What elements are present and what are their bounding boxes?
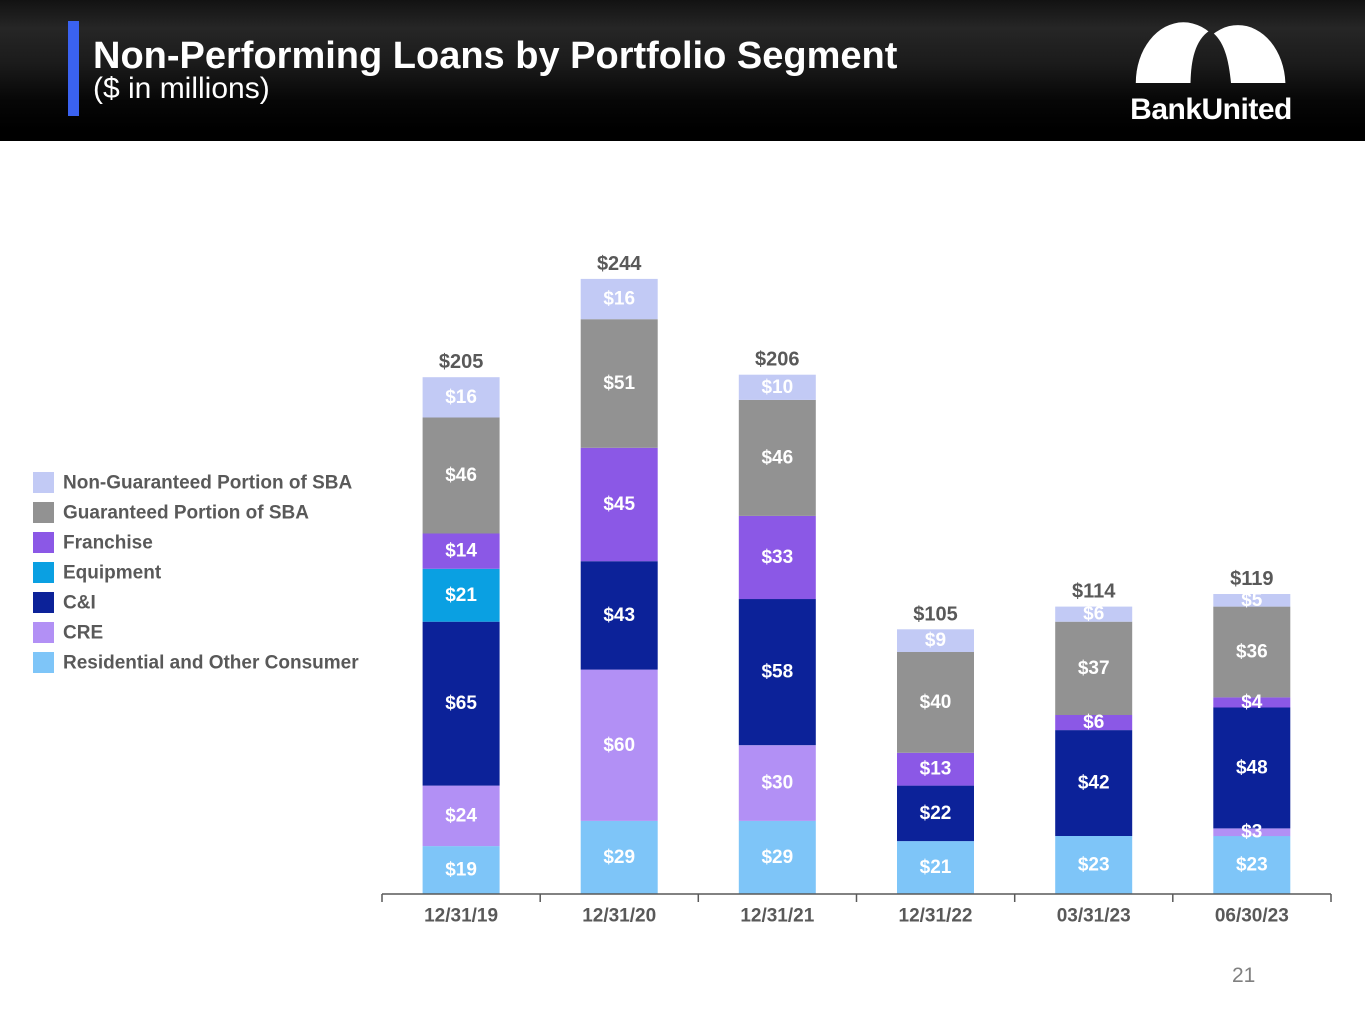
svg-text:Non-Guaranteed Portion of SBA: Non-Guaranteed Portion of SBA bbox=[63, 473, 353, 494]
svg-text:03/31/23: 03/31/23 bbox=[1057, 906, 1131, 927]
svg-text:$30: $30 bbox=[761, 773, 793, 794]
svg-text:$51: $51 bbox=[603, 373, 635, 394]
svg-text:$13: $13 bbox=[920, 759, 952, 780]
svg-text:$60: $60 bbox=[603, 735, 635, 756]
svg-text:$5: $5 bbox=[1241, 590, 1263, 611]
svg-text:$45: $45 bbox=[603, 494, 635, 515]
svg-text:CRE: CRE bbox=[63, 623, 103, 644]
svg-text:Franchise: Franchise bbox=[63, 533, 153, 554]
svg-text:$48: $48 bbox=[1236, 758, 1268, 779]
svg-text:$14: $14 bbox=[445, 541, 477, 562]
svg-text:$244: $244 bbox=[597, 253, 642, 275]
svg-text:Guaranteed Portion of SBA: Guaranteed Portion of SBA bbox=[63, 503, 309, 524]
svg-text:12/31/21: 12/31/21 bbox=[740, 906, 814, 927]
svg-text:C&I: C&I bbox=[63, 593, 96, 614]
svg-text:$23: $23 bbox=[1078, 855, 1110, 876]
svg-text:$22: $22 bbox=[920, 803, 952, 824]
svg-text:$23: $23 bbox=[1236, 855, 1268, 876]
svg-text:12/31/19: 12/31/19 bbox=[424, 906, 498, 927]
svg-text:$33: $33 bbox=[761, 547, 793, 568]
svg-text:$46: $46 bbox=[445, 465, 477, 486]
svg-text:12/31/20: 12/31/20 bbox=[582, 906, 656, 927]
svg-text:$10: $10 bbox=[761, 377, 793, 398]
svg-text:$29: $29 bbox=[761, 847, 793, 868]
svg-text:$205: $205 bbox=[439, 351, 484, 373]
svg-text:$58: $58 bbox=[761, 662, 793, 683]
svg-text:Residential and Other Consumer: Residential and Other Consumer bbox=[63, 653, 359, 674]
svg-text:06/30/23: 06/30/23 bbox=[1215, 906, 1289, 927]
svg-text:$24: $24 bbox=[445, 805, 477, 826]
svg-text:BankUnited: BankUnited bbox=[1131, 93, 1291, 126]
svg-text:$65: $65 bbox=[445, 693, 477, 714]
svg-text:$4: $4 bbox=[1241, 692, 1263, 713]
svg-text:$21: $21 bbox=[920, 857, 952, 878]
svg-text:$114: $114 bbox=[1072, 581, 1116, 603]
svg-text:$119: $119 bbox=[1230, 568, 1273, 590]
svg-text:$6: $6 bbox=[1083, 712, 1104, 733]
svg-text:$16: $16 bbox=[445, 387, 477, 408]
svg-text:$105: $105 bbox=[913, 603, 958, 625]
svg-text:$29: $29 bbox=[603, 847, 635, 868]
svg-text:$21: $21 bbox=[445, 585, 477, 606]
svg-text:$42: $42 bbox=[1078, 773, 1110, 794]
svg-text:$206: $206 bbox=[755, 349, 800, 371]
svg-text:Equipment: Equipment bbox=[63, 563, 162, 584]
svg-text:$6: $6 bbox=[1083, 604, 1104, 625]
svg-text:12/31/22: 12/31/22 bbox=[899, 906, 973, 927]
svg-text:$16: $16 bbox=[603, 289, 635, 310]
svg-text:$37: $37 bbox=[1078, 658, 1110, 679]
svg-text:$3: $3 bbox=[1241, 822, 1262, 843]
svg-text:$36: $36 bbox=[1236, 642, 1268, 663]
svg-text:$43: $43 bbox=[603, 605, 635, 626]
svg-text:$40: $40 bbox=[920, 692, 952, 713]
svg-text:$9: $9 bbox=[925, 630, 946, 651]
svg-text:$46: $46 bbox=[761, 447, 793, 468]
svg-text:$19: $19 bbox=[445, 860, 477, 881]
